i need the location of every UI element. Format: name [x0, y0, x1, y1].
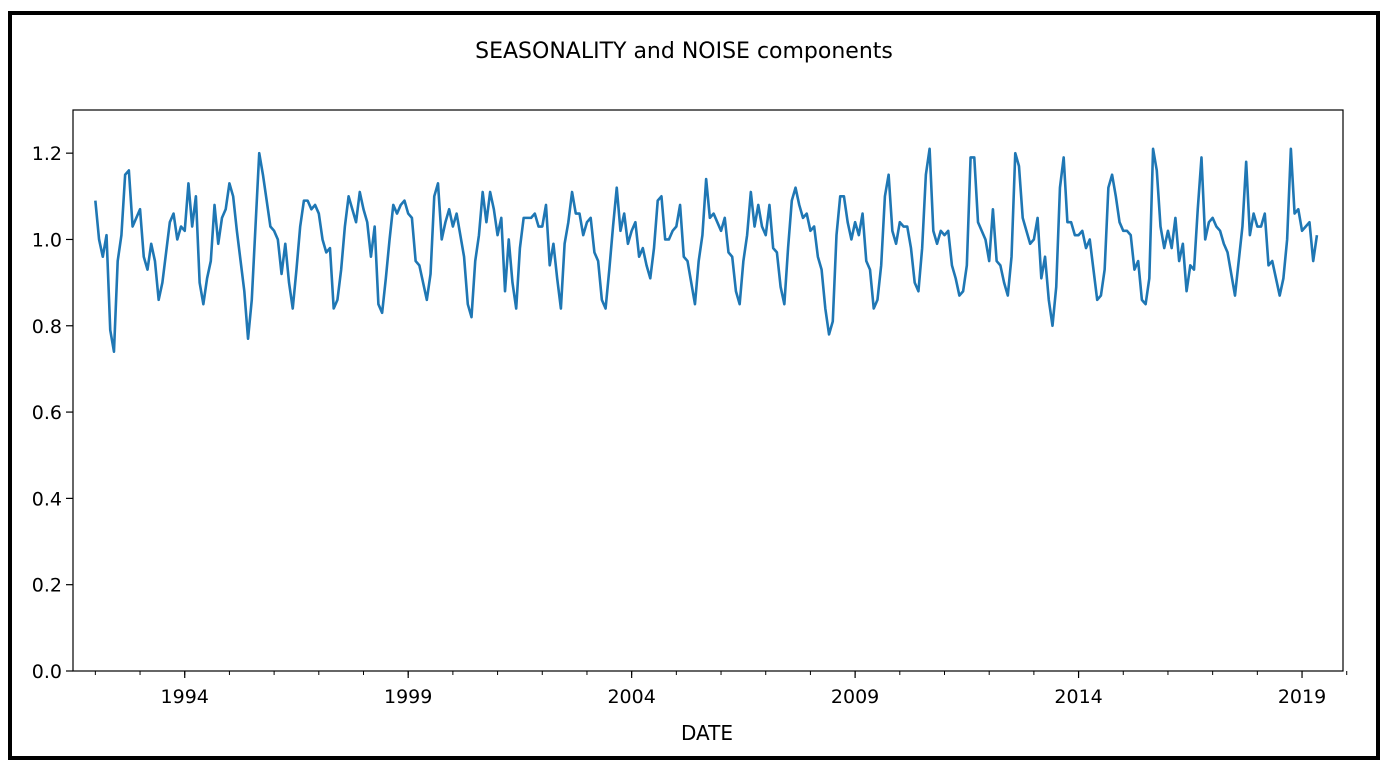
x-tick-label: 2004	[607, 686, 655, 708]
y-tick-label: 1.2	[32, 143, 62, 165]
x-tick-label: 2019	[1278, 686, 1326, 708]
chart-frame	[8, 11, 1380, 760]
x-axis-label: DATE	[681, 721, 733, 745]
x-tick-label: 2014	[1054, 686, 1102, 708]
chart-title: SEASONALITY and NOISE components	[475, 39, 893, 64]
plot-frame	[72, 109, 1344, 672]
y-tick-label: 0.4	[32, 488, 62, 510]
plot-area: 0.0 0.2 0.4 0.6 0.8 1.0 1.2 1994 1999 2004 2009 201…	[32, 109, 1348, 708]
x-tick-label: 1994	[161, 686, 209, 708]
y-tick-label: 0.2	[32, 575, 62, 597]
y-tick-label: 0.8	[32, 316, 62, 338]
y-tick-label: 0.0	[32, 661, 62, 683]
series-line	[94, 147, 1319, 353]
y-tick-label: 1.0	[32, 229, 62, 251]
x-tick-label: 1999	[384, 686, 432, 708]
y-tick-label: 0.6	[32, 402, 62, 424]
x-tick-label: 2009	[831, 686, 879, 708]
